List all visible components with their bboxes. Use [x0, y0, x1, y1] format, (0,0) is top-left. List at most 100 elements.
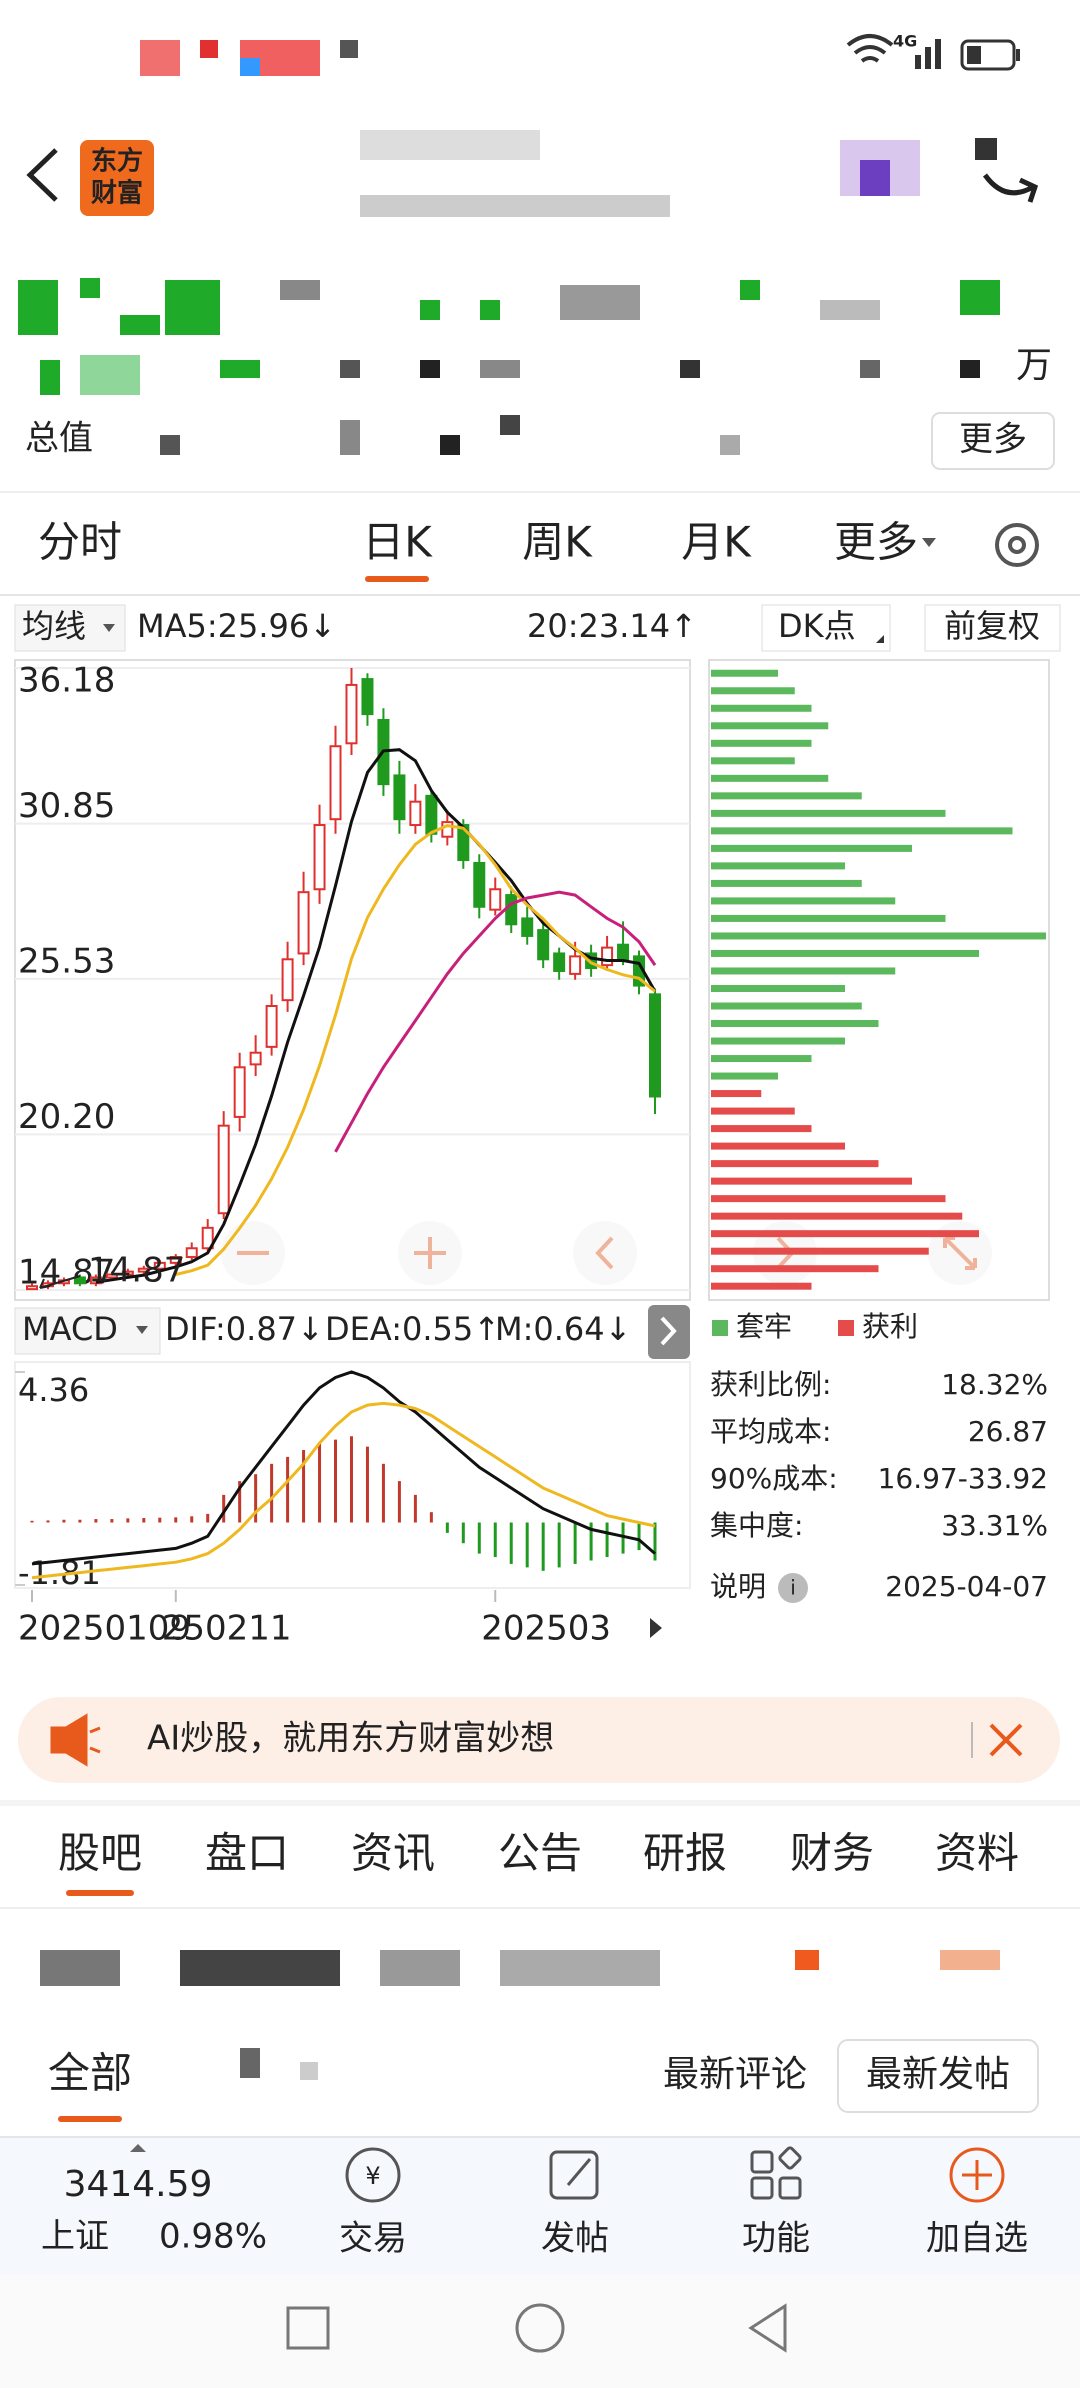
- macd-selector[interactable]: [14, 1307, 161, 1355]
- filter-latest-comment[interactable]: 最新评论: [663, 2054, 807, 2095]
- bottom-button[interactable]: 交易: [339, 2219, 407, 2259]
- nav-home[interactable]: [515, 2303, 565, 2353]
- y-tick-label: 25.53: [18, 941, 115, 981]
- legend-swatch: [712, 1320, 728, 1336]
- move-left[interactable]: [573, 1221, 637, 1285]
- macd-next-icon: [660, 1316, 677, 1346]
- move-left-icon: [595, 1236, 614, 1270]
- blur-block: [340, 420, 360, 455]
- macd-next[interactable]: [648, 1305, 690, 1359]
- index-expand[interactable]: [130, 2144, 146, 2152]
- chip-bar: [711, 967, 896, 975]
- nav-recent[interactable]: [286, 2306, 330, 2350]
- chip-frame: [708, 659, 1050, 1301]
- candle-body: [601, 946, 614, 967]
- blur-block: [80, 355, 140, 395]
- content-tab[interactable]: 研报: [643, 1829, 727, 1878]
- blur-block: [480, 300, 500, 320]
- macd-header[interactable]: MACD: [22, 1310, 118, 1348]
- logo-text: 东方: [91, 146, 143, 177]
- blur-block: [160, 435, 180, 455]
- candle-body: [409, 800, 422, 827]
- latest-post-button[interactable]: [837, 2039, 1039, 2113]
- candle-body: [345, 683, 358, 745]
- macd-header: M:0.64↓: [495, 1310, 631, 1348]
- blur-block: [40, 360, 60, 395]
- legend-label: 套牢: [736, 1310, 792, 1343]
- chip-bar: [711, 1177, 912, 1185]
- chip-bar: [711, 1055, 812, 1063]
- x-tick-label: 250211: [162, 1609, 292, 1649]
- ma-selector-label[interactable]: 均线: [22, 607, 86, 645]
- tab-underline: [66, 1890, 134, 1896]
- post-icon: [549, 2150, 599, 2200]
- blur-block: [860, 160, 890, 196]
- info-icon-glyph: i: [790, 1576, 796, 1600]
- index-change[interactable]: 0.98%: [159, 2217, 267, 2257]
- ad-close[interactable]: [989, 1723, 1023, 1757]
- index-value[interactable]: 3414.59: [64, 2164, 213, 2205]
- settings-button[interactable]: [995, 523, 1039, 567]
- candle-body: [73, 1276, 86, 1285]
- chip-bar: [711, 757, 795, 765]
- nav-back[interactable]: [748, 2303, 787, 2353]
- blur-block: [680, 360, 700, 378]
- ma20-value: 20:23.14↑: [527, 607, 697, 645]
- content-tab[interactable]: 资讯: [351, 1829, 435, 1878]
- more-button[interactable]: [931, 412, 1055, 470]
- chip-bar: [711, 1107, 795, 1115]
- date-next[interactable]: [650, 1618, 662, 1638]
- index-name[interactable]: 上证: [41, 2217, 109, 2257]
- adjust-button[interactable]: [924, 604, 1061, 652]
- share-button[interactable]: [982, 173, 1039, 203]
- blur-block: [280, 280, 320, 300]
- content-tab[interactable]: 公告: [498, 1829, 582, 1878]
- kline-frame: [14, 659, 691, 1301]
- ma-line: [95, 748, 657, 1284]
- bottom-button[interactable]: 加自选: [926, 2219, 1028, 2259]
- back-button[interactable]: [26, 148, 58, 202]
- blur-block: [300, 2062, 318, 2080]
- filter-all[interactable]: 全部: [48, 2049, 132, 2098]
- dk-label[interactable]: DK点: [778, 607, 856, 645]
- dk-button[interactable]: [761, 604, 891, 652]
- period-tab[interactable]: 月K: [681, 518, 752, 567]
- blur-block: [960, 360, 980, 378]
- adjust-label[interactable]: 前复权: [944, 607, 1040, 645]
- bottom-button[interactable]: 发帖: [541, 2219, 609, 2259]
- candle-body: [649, 993, 661, 1098]
- content-tab[interactable]: 盘口: [205, 1829, 289, 1878]
- low-arrow: [39, 1275, 81, 1289]
- more-button-label[interactable]: 更多: [959, 420, 1027, 460]
- chip-bar: [711, 949, 979, 957]
- ad-text[interactable]: AI炒股，就用东方财富妙想: [147, 1719, 554, 1759]
- bottom-button[interactable]: 功能: [742, 2219, 810, 2259]
- candle-body: [265, 1004, 278, 1048]
- blur-block: [975, 138, 997, 160]
- function-icon-cell: [750, 2150, 774, 2174]
- add-watch-icon: [949, 2147, 1005, 2203]
- content-tab[interactable]: 财务: [790, 1829, 874, 1878]
- chip-bar: [711, 1282, 812, 1290]
- signal-icon: [915, 55, 921, 69]
- period-tab[interactable]: 日K: [362, 518, 433, 567]
- content-tab[interactable]: 资料: [935, 1829, 1019, 1878]
- content-tab[interactable]: 股吧: [58, 1829, 142, 1878]
- ma5-value: MA5:25.96↓: [137, 607, 336, 645]
- filter-latest-post[interactable]: 最新发帖: [866, 2054, 1010, 2095]
- y-tick-label: 4.36: [18, 1371, 89, 1409]
- period-tab[interactable]: 周K: [522, 518, 593, 567]
- status-bar: 4G: [140, 32, 1020, 76]
- blur-block: [180, 1950, 340, 1986]
- battery-level: [967, 46, 981, 64]
- x-tick-label: 20250109: [18, 1609, 191, 1649]
- period-tab[interactable]: 更多: [834, 518, 918, 567]
- tab-underline: [365, 576, 429, 582]
- legend-swatch: [838, 1320, 854, 1336]
- megaphone-icon: [50, 1713, 101, 1767]
- period-tab[interactable]: 分时: [38, 518, 122, 567]
- ma-line: [334, 890, 657, 1153]
- note-link[interactable]: 说明: [710, 1570, 766, 1603]
- ad-banner[interactable]: [18, 1697, 1060, 1783]
- blur-block: [360, 195, 670, 217]
